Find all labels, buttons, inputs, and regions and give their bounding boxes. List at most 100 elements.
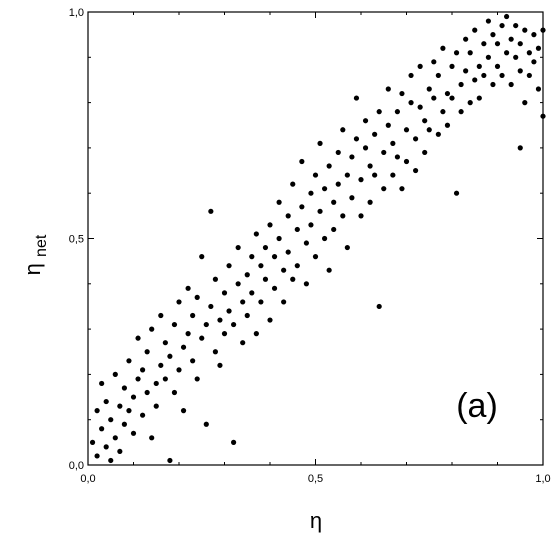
data-point xyxy=(449,63,455,69)
data-point xyxy=(508,81,514,88)
data-point xyxy=(240,299,246,305)
data-point xyxy=(376,109,382,115)
data-point xyxy=(171,321,178,328)
data-point xyxy=(121,385,127,391)
data-point xyxy=(485,54,491,60)
data-point xyxy=(162,340,168,346)
data-point xyxy=(294,263,300,269)
data-point xyxy=(158,312,164,319)
data-point xyxy=(531,32,537,38)
data-point xyxy=(281,299,287,305)
data-point xyxy=(331,199,337,205)
data-point xyxy=(208,208,214,214)
x-tick-label: 0,5 xyxy=(308,473,323,485)
data-point xyxy=(99,426,105,432)
data-point xyxy=(103,444,109,450)
data-point xyxy=(126,358,132,364)
y-tick-label: 0,5 xyxy=(69,234,84,246)
data-point xyxy=(176,367,182,373)
data-point xyxy=(144,349,150,355)
data-point xyxy=(117,403,123,409)
data-point xyxy=(89,439,96,445)
data-point xyxy=(294,226,300,233)
data-point xyxy=(149,326,155,332)
data-point xyxy=(390,140,396,146)
data-point xyxy=(508,36,514,42)
data-point xyxy=(499,72,505,79)
data-point xyxy=(290,181,296,187)
data-point xyxy=(185,285,191,291)
data-point xyxy=(526,72,532,79)
data-point xyxy=(199,335,205,341)
panel-label: (a) xyxy=(456,387,498,425)
data-point xyxy=(249,290,255,296)
data-point xyxy=(121,421,127,427)
data-point xyxy=(180,408,187,414)
data-point xyxy=(472,77,478,83)
data-point xyxy=(453,190,460,196)
data-point xyxy=(94,453,100,459)
data-point xyxy=(194,376,200,382)
data-point xyxy=(308,222,314,228)
data-point xyxy=(135,335,141,341)
data-point xyxy=(130,394,137,400)
axis-ticks xyxy=(87,11,544,466)
data-point xyxy=(317,208,323,214)
data-point xyxy=(308,190,314,196)
data-point xyxy=(103,398,109,405)
data-point xyxy=(344,244,350,251)
data-point xyxy=(190,358,196,364)
data-point xyxy=(385,122,391,128)
data-point xyxy=(394,154,400,160)
data-point xyxy=(253,231,259,237)
data-point xyxy=(194,294,200,300)
data-point xyxy=(226,263,232,269)
data-point xyxy=(303,240,309,246)
data-point xyxy=(235,244,241,251)
data-point xyxy=(117,448,123,455)
data-point xyxy=(372,172,378,178)
data-point xyxy=(285,249,291,255)
data-point xyxy=(276,199,282,205)
data-point xyxy=(540,113,546,119)
data-point xyxy=(299,204,305,210)
data-point xyxy=(249,254,255,260)
data-point xyxy=(444,122,451,128)
data-point xyxy=(322,186,328,192)
data-point xyxy=(221,290,228,296)
y-axis-title-sub: net xyxy=(33,234,50,257)
data-point xyxy=(244,272,250,278)
data-point xyxy=(467,100,473,106)
data-point xyxy=(385,86,391,92)
data-point xyxy=(335,149,341,156)
data-point xyxy=(381,186,387,192)
data-point xyxy=(376,303,382,310)
data-point xyxy=(481,72,487,79)
data-point xyxy=(526,50,532,56)
data-point xyxy=(140,367,146,373)
data-point xyxy=(258,263,264,269)
data-point xyxy=(426,86,432,92)
data-point xyxy=(130,430,137,436)
y-axis-title: η net xyxy=(20,234,50,275)
data-point xyxy=(467,50,473,56)
data-point xyxy=(417,104,423,110)
data-point xyxy=(267,317,273,323)
data-point xyxy=(504,13,510,20)
data-point xyxy=(190,312,196,319)
data-point xyxy=(167,457,173,464)
data-point xyxy=(144,389,150,396)
data-point xyxy=(312,172,319,178)
data-point xyxy=(212,276,218,282)
data-point xyxy=(271,254,278,260)
data-point xyxy=(367,199,373,205)
data-point xyxy=(426,127,432,133)
data-point xyxy=(94,408,100,414)
data-point xyxy=(149,435,155,441)
data-point xyxy=(349,195,355,201)
data-point xyxy=(221,331,228,337)
data-point xyxy=(290,276,296,282)
data-point xyxy=(435,131,441,137)
data-point xyxy=(176,299,182,305)
